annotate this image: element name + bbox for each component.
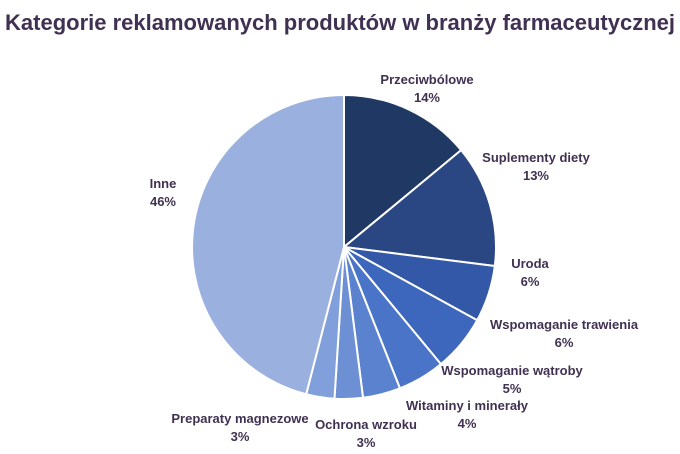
slice-value-label: 3%: [230, 429, 250, 444]
slice-value-label: 6%: [554, 335, 574, 350]
slice-category-label: Wspomaganie trawienia: [489, 317, 639, 332]
slice-label-3: Uroda 6%: [511, 255, 549, 291]
slice-category-label: Suplementy diety: [482, 150, 590, 165]
slice-category-label: Preparaty magnezowe: [171, 411, 309, 426]
slice-category-label: Uroda: [511, 256, 549, 271]
slice-label-9: Inne 46%: [150, 175, 177, 211]
slice-category-label: Ochrona wzroku: [315, 417, 417, 432]
slice-label-4: Wspomaganie trawienia 6%: [490, 316, 638, 352]
slice-value-label: 6%: [520, 274, 540, 289]
slice-label-6: Witaminy i minerały 4%: [406, 397, 528, 433]
slice-value-label: 3%: [356, 435, 376, 450]
pie-slice-9: [191, 94, 345, 396]
slice-category-label: Witaminy i minerały: [406, 398, 528, 413]
pie-slice-1: [343, 94, 463, 248]
slice-category-label: Inne: [149, 176, 177, 191]
slice-label-8: Preparaty magnezowe 3%: [171, 410, 308, 446]
slice-value-label: 14%: [413, 90, 441, 105]
chart-title: Kategorie reklamowanych produktów w bran…: [5, 10, 675, 35]
slice-label-2: Suplementy diety 13%: [482, 149, 590, 185]
slice-label-5: Wspomaganie wątroby 5%: [441, 362, 583, 398]
slice-category-label: Wspomaganie wątroby: [441, 363, 583, 378]
slice-value-label: 5%: [502, 381, 522, 396]
slice-value-label: 4%: [457, 416, 477, 431]
slice-value-label: 13%: [522, 168, 550, 183]
slice-label-7: Ochrona wzroku 3%: [315, 416, 417, 452]
pie-slice-2: [343, 149, 497, 268]
slice-category-label: Przeciwbólowe: [380, 72, 474, 87]
slice-label-1: Przeciwbólowe 14%: [380, 71, 473, 107]
slice-value-label: 46%: [149, 194, 177, 209]
